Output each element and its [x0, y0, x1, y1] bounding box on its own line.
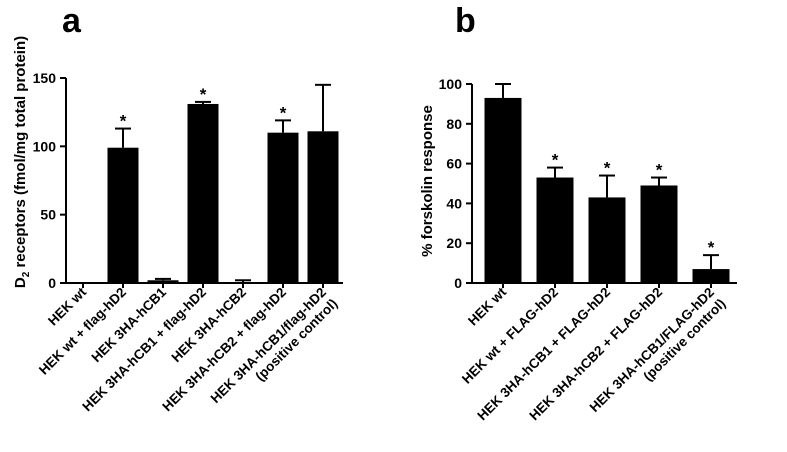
panel-b-bar [588, 197, 626, 283]
panel-a-letter: a [62, 2, 82, 40]
panel-b-significance-star: * [604, 159, 611, 178]
panel-a-bar [267, 132, 299, 283]
panel-a-y-tick-label: 0 [48, 275, 56, 291]
panel-a-bar [147, 280, 179, 283]
panel-b-bar [536, 177, 574, 283]
panel-a-y-tick-label: 150 [33, 70, 57, 86]
panel-b-bar [640, 185, 678, 283]
panel-a-bar [227, 282, 259, 283]
panel-a-y-tick-label: 50 [40, 207, 56, 223]
panel-a-significance-star: * [200, 85, 207, 104]
panel-b-category-label: HEK 3HA-hCB1/FLAG-hD2(positive control) [587, 285, 729, 427]
panel-b-chart: b % forskolin response 0 20 40 60 80 100 HEK w… [419, 2, 737, 427]
panel-b-y-tick-label: 0 [454, 275, 462, 291]
panel-a-significance-star: * [120, 112, 127, 131]
panel-a-y-tick-label: 100 [33, 138, 57, 154]
panel-b-y-axis-title: % forskolin response [419, 105, 436, 257]
panel-b-category-label-line: HEK wt [465, 284, 509, 328]
panel-a-chart: a D2 receptors (fmol/mg total protein) 0… [12, 2, 343, 414]
panel-b-significance-star: * [656, 161, 663, 180]
panel-a-y-axis-title: D2 receptors (fmol/mg total protein) [12, 36, 32, 288]
panel-b-significance-star: * [708, 238, 715, 257]
panel-b-y-tick-label: 40 [446, 195, 462, 211]
panel-b-category-label: HEK wt + FLAG-hD2 [459, 285, 561, 387]
panel-a-significance-star: * [280, 103, 287, 122]
panel-b-y-tick-label: 100 [439, 76, 463, 92]
panel-b-bar [692, 269, 730, 283]
panel-a-bar [187, 103, 219, 283]
panel-b-y-tick-label: 80 [446, 116, 462, 132]
panel-b-category-label: HEK wt [465, 284, 509, 328]
panel-a-bar [107, 147, 139, 283]
panel-b-significance-star: * [552, 151, 559, 170]
panel-b-y-tick-label: 60 [446, 156, 462, 172]
panel-b-category-label-line: HEK wt + FLAG-hD2 [459, 285, 561, 387]
panel-b-y-tick-label: 20 [446, 235, 462, 251]
panel-a-bar [307, 131, 339, 283]
panel-b-bar [484, 97, 522, 284]
panel-b-letter: b [455, 2, 476, 40]
